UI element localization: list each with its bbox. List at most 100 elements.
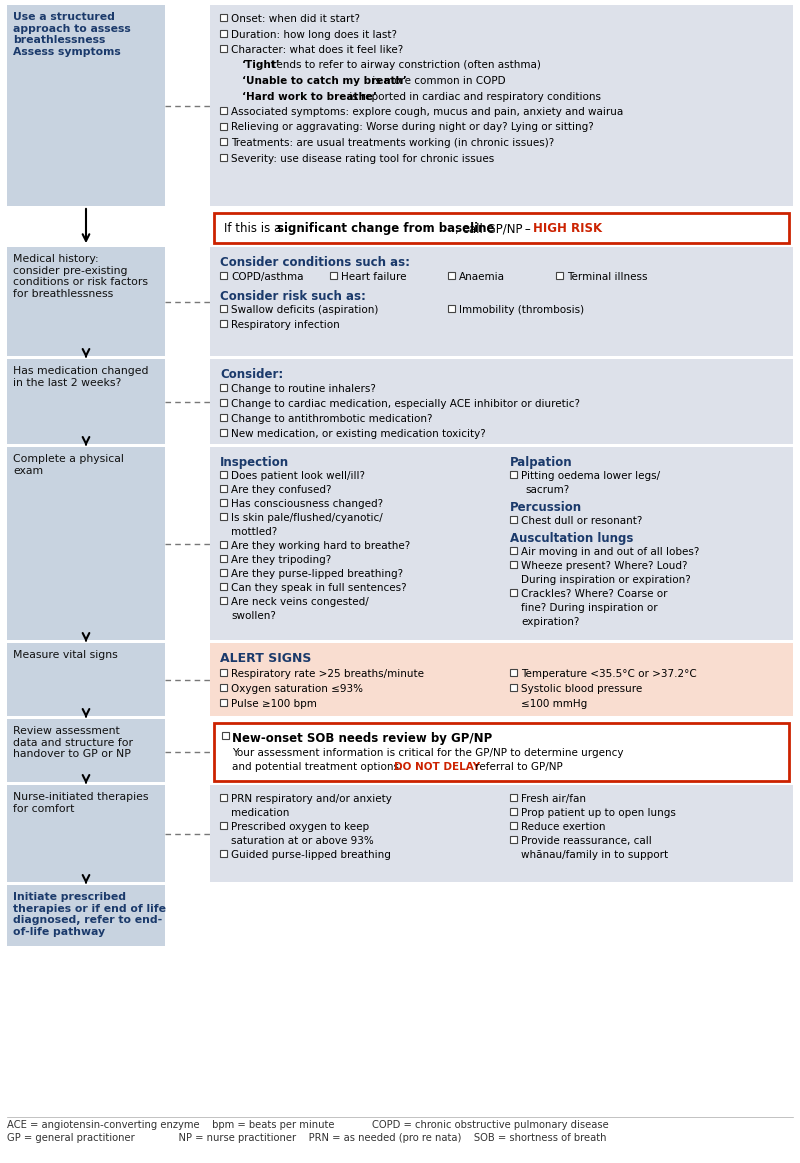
Bar — [510, 822, 517, 829]
Bar — [448, 305, 455, 312]
Text: Oxygen saturation ≤93%: Oxygen saturation ≤93% — [231, 684, 363, 694]
Bar — [220, 850, 227, 857]
Text: Immobility (thrombosis): Immobility (thrombosis) — [459, 305, 584, 315]
Bar — [220, 122, 227, 129]
Bar — [220, 305, 227, 312]
Text: expiration?: expiration? — [521, 618, 579, 627]
Text: ALERT SIGNS: ALERT SIGNS — [220, 652, 311, 665]
Text: Has medication changed
in the last 2 weeks?: Has medication changed in the last 2 wee… — [13, 366, 149, 387]
Text: saturation at or above 93%: saturation at or above 93% — [231, 836, 374, 846]
Text: Are they tripoding?: Are they tripoding? — [231, 555, 331, 565]
Bar — [210, 447, 793, 640]
Text: Associated symptoms: explore cough, mucus and pain, anxiety and wairua: Associated symptoms: explore cough, mucu… — [231, 107, 623, 117]
Bar — [510, 836, 517, 843]
Bar — [510, 516, 517, 523]
Bar — [330, 272, 337, 279]
Text: Onset: when did it start?: Onset: when did it start? — [231, 14, 360, 24]
Text: referral to GP/NP: referral to GP/NP — [472, 762, 562, 772]
Bar — [7, 885, 165, 946]
Text: significant change from baseline: significant change from baseline — [277, 222, 494, 235]
Text: Character: what does it feel like?: Character: what does it feel like? — [231, 45, 403, 55]
Text: Fresh air/fan: Fresh air/fan — [521, 794, 586, 804]
Bar — [220, 485, 227, 492]
Text: and potential treatment options.: and potential treatment options. — [232, 762, 406, 772]
Bar — [220, 513, 227, 520]
Bar — [220, 154, 227, 160]
Text: Prescribed oxygen to keep: Prescribed oxygen to keep — [231, 822, 369, 832]
Text: Pulse ≥100 bpm: Pulse ≥100 bpm — [231, 699, 317, 709]
Bar — [7, 447, 165, 640]
Text: Crackles? Where? Coarse or: Crackles? Where? Coarse or — [521, 588, 667, 599]
Text: Change to routine inhalers?: Change to routine inhalers? — [231, 384, 376, 394]
Text: Air moving in and out of all lobes?: Air moving in and out of all lobes? — [521, 547, 699, 557]
Bar — [7, 359, 165, 444]
Text: Heart failure: Heart failure — [341, 272, 406, 281]
Text: ≤100 mmHg: ≤100 mmHg — [521, 699, 587, 709]
Text: Pitting oedema lower legs/: Pitting oedema lower legs/ — [521, 471, 660, 481]
Bar — [510, 471, 517, 478]
Bar — [222, 732, 229, 739]
Bar — [210, 5, 793, 206]
Text: Consider risk such as:: Consider risk such as: — [220, 290, 366, 304]
Bar — [220, 499, 227, 506]
Text: Prop patient up to open lungs: Prop patient up to open lungs — [521, 808, 676, 818]
Bar — [510, 588, 517, 595]
Text: Swallow deficits (aspiration): Swallow deficits (aspiration) — [231, 305, 378, 315]
Text: Can they speak in full sentences?: Can they speak in full sentences? — [231, 583, 406, 593]
Bar — [220, 822, 227, 829]
Bar — [220, 597, 227, 604]
Text: Change to cardiac medication, especially ACE inhibitor or diuretic?: Change to cardiac medication, especially… — [231, 399, 580, 409]
Text: Provide reassurance, call: Provide reassurance, call — [521, 836, 652, 846]
Bar — [510, 547, 517, 554]
Text: ‘Hard work to breathe’: ‘Hard work to breathe’ — [242, 92, 377, 101]
Bar — [210, 785, 793, 882]
Text: Medical history:
consider pre-existing
conditions or risk factors
for breathless: Medical history: consider pre-existing c… — [13, 254, 148, 299]
Text: ACE = angiotensin-converting enzyme    bpm = beats per minute            COPD = : ACE = angiotensin-converting enzyme bpm … — [7, 1120, 609, 1130]
Text: Consider:: Consider: — [220, 368, 283, 381]
Text: Are they purse-lipped breathing?: Are they purse-lipped breathing? — [231, 569, 403, 579]
Text: ‘Tight’: ‘Tight’ — [242, 60, 281, 71]
Bar — [210, 247, 793, 356]
Bar — [220, 794, 227, 801]
Bar — [220, 669, 227, 676]
Bar — [220, 541, 227, 548]
Bar — [220, 320, 227, 327]
Text: Palpation: Palpation — [510, 456, 573, 469]
Text: HIGH RISK: HIGH RISK — [533, 222, 602, 235]
Text: Severity: use disease rating tool for chronic issues: Severity: use disease rating tool for ch… — [231, 154, 494, 164]
Bar — [7, 885, 165, 946]
Bar — [7, 719, 165, 782]
Bar — [7, 643, 165, 716]
Bar — [220, 29, 227, 36]
Text: Guided purse-lipped breathing: Guided purse-lipped breathing — [231, 850, 391, 859]
Bar — [510, 794, 517, 801]
Bar — [220, 555, 227, 562]
Bar — [220, 107, 227, 114]
Text: Is skin pale/flushed/cyanotic/: Is skin pale/flushed/cyanotic/ — [231, 513, 382, 523]
FancyBboxPatch shape — [214, 723, 789, 782]
Text: Review assessment
data and structure for
handover to GP or NP: Review assessment data and structure for… — [13, 726, 133, 759]
Bar — [448, 272, 455, 279]
Text: Inspection: Inspection — [220, 456, 289, 469]
Text: COPD/asthma: COPD/asthma — [231, 272, 303, 281]
Text: New medication, or existing medication toxicity?: New medication, or existing medication t… — [231, 429, 486, 438]
Text: Treatments: are usual treatments working (in chronic issues)?: Treatments: are usual treatments working… — [231, 138, 554, 148]
Text: Systolic blood pressure: Systolic blood pressure — [521, 684, 642, 694]
Text: Respiratory infection: Respiratory infection — [231, 320, 340, 330]
Bar — [220, 583, 227, 590]
Text: Auscultation lungs: Auscultation lungs — [510, 531, 634, 545]
Text: Consider conditions such as:: Consider conditions such as: — [220, 256, 410, 269]
Text: , call GP/NP –: , call GP/NP – — [455, 222, 533, 235]
Text: Are neck veins congested/: Are neck veins congested/ — [231, 597, 369, 607]
Bar — [210, 643, 793, 716]
Bar — [220, 699, 227, 706]
Bar — [220, 471, 227, 478]
Bar — [220, 14, 227, 21]
Text: Has consciousness changed?: Has consciousness changed? — [231, 499, 383, 509]
Bar — [220, 429, 227, 436]
Bar — [220, 569, 227, 576]
Text: fine? During inspiration or: fine? During inspiration or — [521, 602, 658, 613]
Text: Duration: how long does it last?: Duration: how long does it last? — [231, 29, 397, 40]
Bar — [220, 138, 227, 145]
Text: Change to antithrombotic medication?: Change to antithrombotic medication? — [231, 414, 433, 424]
